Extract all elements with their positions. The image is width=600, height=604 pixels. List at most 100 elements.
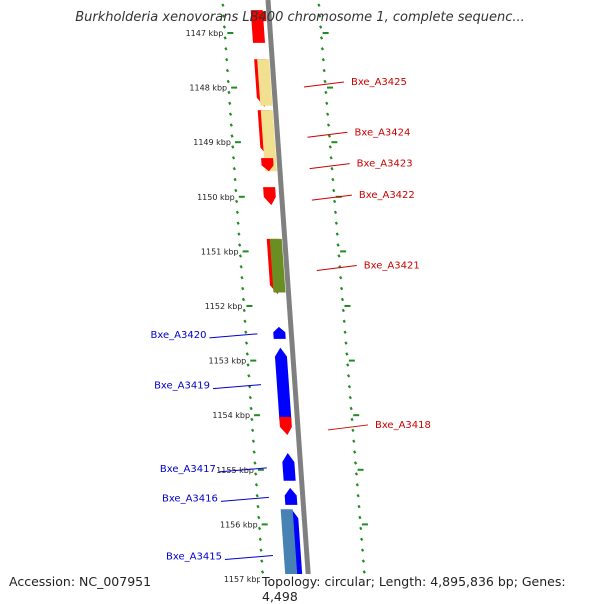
tick-dot: [325, 101, 329, 105]
tick-dot: [260, 559, 264, 563]
gene-feature[interactable]: [269, 238, 286, 293]
tick-dot: [232, 167, 236, 171]
gene-feature[interactable]: [253, 11, 267, 22]
gene-label[interactable]: Bxe_A3425: [351, 77, 407, 88]
gene-label[interactable]: Bxe_A3422: [359, 190, 415, 201]
tick-dot: [239, 265, 243, 269]
tick-dot: [342, 319, 346, 323]
tick-dot: [361, 559, 365, 563]
label-leader: [303, 81, 345, 88]
tick-dot: [330, 167, 334, 171]
chromosome-backbone: [265, 0, 313, 600]
tick-dot: [234, 188, 238, 193]
gene-feature[interactable]: [251, 22, 266, 43]
tick-dot: [318, 14, 322, 18]
tick-dot: [244, 341, 249, 345]
tick-dot: [328, 145, 332, 149]
gene-label[interactable]: Bxe_A3421: [364, 261, 420, 272]
tick-dot: [249, 406, 253, 411]
tick-dot: [362, 570, 366, 574]
tick-dot: [348, 395, 352, 400]
tick-dot: [359, 526, 363, 531]
tick-dot: [227, 90, 231, 95]
topology-text: Topology: circular; Length: 4,895,836 bp…: [260, 574, 600, 604]
tick-dot: [241, 297, 246, 302]
tick-dot: [240, 276, 244, 280]
gene-feature[interactable]: [280, 509, 299, 595]
tick-label: 1151 kbp: [201, 247, 239, 256]
tick-dot: [222, 14, 226, 18]
label-leader: [209, 333, 258, 339]
tick-dot: [319, 25, 323, 29]
label-leader: [309, 163, 350, 170]
tick-dot: [235, 210, 239, 214]
tick-dot: [331, 177, 335, 182]
tick-dot: [355, 483, 359, 487]
tick-dot: [337, 254, 341, 258]
gene-feature[interactable]: [282, 452, 296, 481]
right-tick-ring: [317, 3, 373, 596]
tick-dot: [320, 47, 324, 51]
gene-feature[interactable]: [274, 347, 292, 420]
tick-dot: [243, 319, 247, 323]
tick-label: 1148 kbp: [189, 84, 227, 93]
tick-dot: [346, 374, 351, 378]
sequence-title: Burkholderia xenovorans LB400 chromosome…: [75, 10, 525, 25]
tick-dot: [257, 526, 262, 531]
tick-label: 1147 kbp: [186, 29, 224, 38]
tick-dot: [347, 385, 352, 389]
tick-dot: [254, 472, 258, 476]
gene-feature[interactable]: [260, 110, 277, 172]
tick-dot: [340, 286, 344, 291]
tick-label: 1156 kbp: [220, 520, 258, 529]
tick-dot: [256, 504, 260, 509]
tick-dot: [346, 363, 350, 367]
tick-dot: [230, 134, 234, 138]
tick-dot: [360, 537, 364, 541]
gene-label[interactable]: Bxe_A3417: [160, 464, 216, 475]
tick-dot: [323, 79, 327, 84]
tick-dot: [354, 472, 358, 476]
gene-feature[interactable]: [279, 416, 292, 435]
gene-feature[interactable]: [284, 487, 298, 505]
gene-feature[interactable]: [257, 59, 273, 106]
tick-dot: [221, 3, 225, 7]
gene-label[interactable]: Bxe_A3415: [166, 552, 222, 563]
tick-dot: [226, 79, 230, 84]
tick-dot: [356, 494, 360, 498]
gene-label[interactable]: Bxe_A3424: [354, 127, 410, 138]
gene-label[interactable]: Bxe_A3418: [375, 420, 431, 431]
gene-label[interactable]: Bxe_A3423: [357, 159, 413, 170]
tick-dot: [247, 374, 251, 378]
tick-dot: [344, 341, 348, 345]
tick-dot: [329, 156, 333, 160]
tick-dot: [353, 450, 357, 454]
tick-dot: [253, 461, 257, 465]
tick-dot: [351, 428, 355, 432]
label-leader: [220, 496, 269, 502]
tick-dot: [333, 199, 337, 204]
tick-dot: [258, 537, 262, 541]
tick-dot: [326, 123, 331, 127]
tick-dot: [228, 101, 232, 105]
tick-dot: [244, 330, 248, 334]
gene-feature[interactable]: [261, 158, 274, 172]
tick-dot: [349, 406, 353, 411]
tick-dot: [238, 243, 242, 247]
tick-dot: [251, 439, 255, 443]
gene-label[interactable]: Bxe_A3416: [162, 493, 218, 504]
tick-dot: [324, 90, 328, 95]
tick-label: 1157 kbp: [224, 575, 262, 584]
tick-dot: [327, 134, 331, 138]
tick-dot: [233, 177, 237, 182]
gene-feature[interactable]: [263, 187, 276, 206]
tick-dot: [333, 210, 338, 214]
tick-dot: [223, 36, 227, 40]
gene-label[interactable]: Bxe_A3419: [154, 381, 210, 392]
gene-feature[interactable]: [273, 326, 286, 339]
gene-label[interactable]: Bxe_A3420: [151, 330, 207, 341]
tick-dot: [225, 68, 230, 73]
tick-dot: [242, 308, 246, 313]
tick-dot: [250, 417, 254, 422]
